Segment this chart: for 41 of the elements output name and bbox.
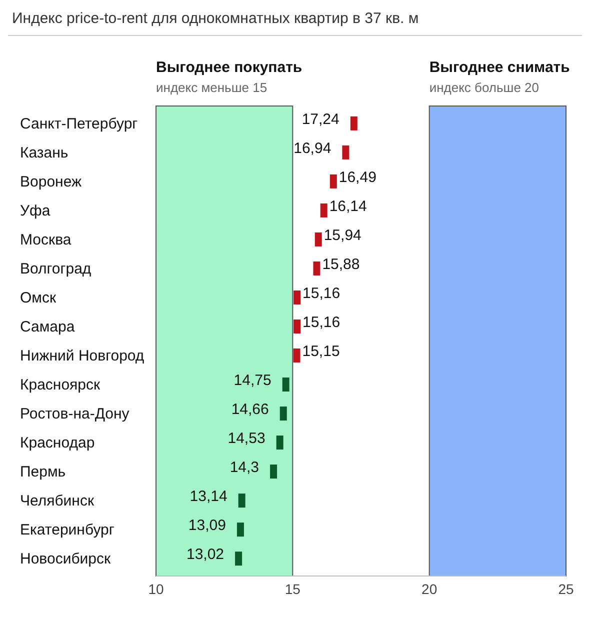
data-label: 14,75: [234, 372, 272, 390]
data-label: 17,24: [302, 110, 340, 128]
chart-title: Индекс price-to-rent для однокомнатных квартир в 37 кв. м: [8, 8, 582, 36]
text: индекс больше 20: [429, 80, 540, 95]
y-tick-label: Пермь: [20, 464, 66, 481]
x-tick-label: 25: [558, 580, 574, 597]
y-tick-label: Казань: [20, 144, 68, 162]
y-tick-label: Уфа: [20, 202, 51, 220]
data-label: 15,88: [322, 256, 360, 273]
data-label: 14,66: [231, 401, 269, 418]
y-tick-label: Екатеринбург: [20, 522, 115, 539]
data-label: 15,16: [302, 314, 340, 331]
data-label: 16,49: [338, 168, 376, 186]
y-tick-label: Москва: [20, 231, 72, 248]
y-tick-label: Санкт-Петербург: [20, 115, 138, 132]
x-tick-label: 10: [148, 580, 164, 597]
band-label: Выгоднее покупать: [156, 59, 302, 76]
y-tick-label: Красноярск: [20, 376, 101, 394]
y-tick-label: Воронеж: [20, 173, 82, 190]
data-label: 13,09: [188, 517, 226, 534]
text: индекс меньше 15: [156, 80, 268, 95]
y-tick-label: Новосибирск: [20, 550, 112, 568]
data-label: 13,14: [190, 488, 228, 506]
data-label: 15,16: [302, 284, 340, 302]
y-tick-label: Омск: [20, 289, 56, 306]
y-tick-label: Нижний Новгород: [20, 348, 144, 365]
x-tick-label: 20: [422, 580, 438, 597]
data-label: 14,53: [228, 430, 266, 448]
x-tick-label: 15: [284, 580, 301, 597]
data-label: 15,94: [324, 226, 362, 244]
data-label: 13,02: [186, 546, 224, 564]
data-label: 15,15: [302, 342, 340, 360]
data-label: 16,94: [294, 140, 332, 157]
y-tick-label: Волгоград: [20, 260, 92, 278]
data-label: 14,3: [230, 459, 260, 476]
band-label: Выгоднее снимать: [429, 59, 570, 76]
y-tick-label: Челябинск: [20, 492, 94, 510]
y-tick-label: Краснодар: [20, 434, 95, 452]
y-tick-label: Самара: [20, 318, 76, 336]
data-label: 16,14: [329, 198, 367, 215]
y-tick-label: Ростов-на-Дону: [20, 406, 130, 423]
